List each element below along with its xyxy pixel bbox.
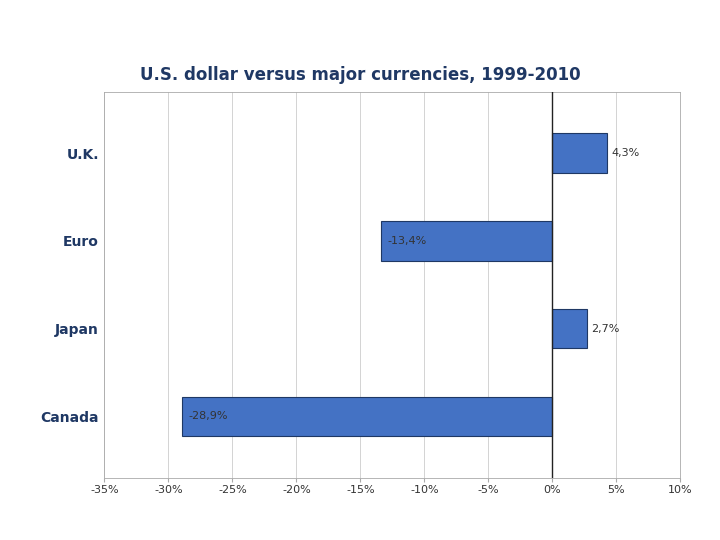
Text: U.S. dollar versus major currencies, 1999-2010: U.S. dollar versus major currencies, 199… [140,66,580,84]
Text: 4,3%: 4,3% [611,148,639,158]
Bar [381,221,552,261]
Text: 2,7%: 2,7% [591,323,619,334]
Bar [552,309,587,348]
Bar [182,397,552,436]
Bar [552,133,608,173]
Text: -13,4%: -13,4% [387,236,426,246]
Text: Figure 12.1 Change in Real Exchange Rate: Figure 12.1 Change in Real Exchange Rate [9,18,720,52]
Text: -28,9%: -28,9% [189,411,228,422]
Text: 12-4: 12-4 [674,519,702,532]
